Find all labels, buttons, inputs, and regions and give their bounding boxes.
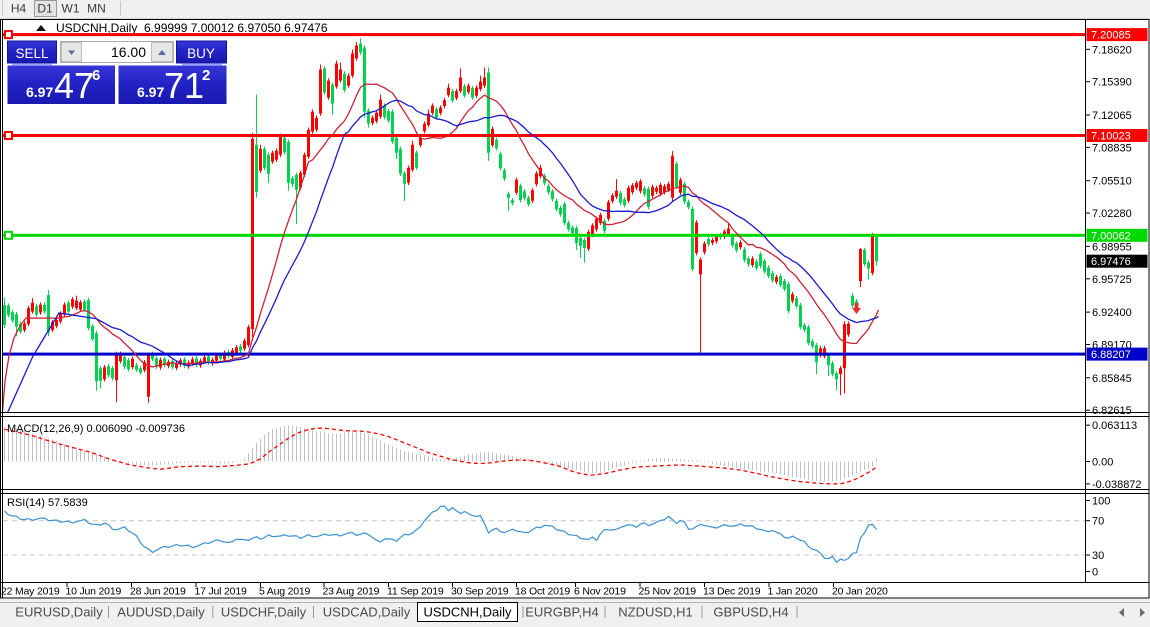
svg-text:6.98955: 6.98955 bbox=[1092, 241, 1132, 253]
svg-text:6.88207: 6.88207 bbox=[1091, 349, 1131, 361]
svg-text:7.00062: 7.00062 bbox=[1091, 230, 1131, 242]
svg-text:SELL: SELL bbox=[15, 46, 49, 61]
svg-text:USDCNH,Daily: USDCNH,Daily bbox=[423, 605, 512, 620]
svg-text:USDCNH,Daily 6.99999 7.00012: USDCNH,Daily 6.99999 7.00012 6.97050 6.9… bbox=[56, 21, 328, 35]
svg-text:0: 0 bbox=[1092, 567, 1098, 579]
svg-text:BUY: BUY bbox=[187, 46, 215, 61]
svg-text:EURUSD,Daily: EURUSD,Daily bbox=[15, 605, 103, 620]
svg-text:6: 6 bbox=[92, 67, 100, 84]
svg-text:47: 47 bbox=[54, 65, 94, 106]
svg-text:6.82615: 6.82615 bbox=[1092, 405, 1132, 417]
svg-text:7.08835: 7.08835 bbox=[1092, 142, 1132, 154]
svg-text:H4: H4 bbox=[11, 2, 27, 16]
svg-text:7.10023: 7.10023 bbox=[1091, 131, 1131, 143]
svg-text:23 Aug 2019: 23 Aug 2019 bbox=[323, 586, 380, 598]
svg-text:AUDUSD,Daily: AUDUSD,Daily bbox=[117, 605, 205, 620]
svg-text:100: 100 bbox=[1092, 496, 1110, 508]
svg-text:1 Jan 2020: 1 Jan 2020 bbox=[768, 586, 818, 598]
svg-text:20 Jan 2020: 20 Jan 2020 bbox=[832, 586, 888, 598]
svg-text:17 Jul 2019: 17 Jul 2019 bbox=[195, 586, 247, 598]
svg-text:-0.038872: -0.038872 bbox=[1092, 479, 1142, 491]
svg-text:NZDUSD,H1: NZDUSD,H1 bbox=[618, 605, 692, 620]
svg-text:0.00: 0.00 bbox=[1092, 457, 1113, 469]
svg-text:7.20085: 7.20085 bbox=[1091, 30, 1131, 42]
svg-text:6.97: 6.97 bbox=[26, 84, 53, 100]
svg-text:USDCAD,Daily: USDCAD,Daily bbox=[323, 605, 411, 620]
svg-text:6.97: 6.97 bbox=[137, 84, 164, 100]
svg-text:25 Nov 2019: 25 Nov 2019 bbox=[639, 586, 697, 598]
svg-text:7.12065: 7.12065 bbox=[1092, 110, 1132, 122]
svg-text:30: 30 bbox=[1092, 550, 1104, 562]
svg-text:MACD(12,26,9) 0.006090 -0.0097: MACD(12,26,9) 0.006090 -0.009736 bbox=[7, 423, 185, 435]
svg-text:6.95725: 6.95725 bbox=[1092, 274, 1132, 286]
svg-text:USDCHF,Daily: USDCHF,Daily bbox=[221, 605, 307, 620]
svg-text:13 Dec 2019: 13 Dec 2019 bbox=[703, 586, 761, 598]
svg-text:22 May 2019: 22 May 2019 bbox=[1, 586, 60, 598]
svg-text:6.92400: 6.92400 bbox=[1092, 307, 1132, 319]
svg-text:18 Oct 2019: 18 Oct 2019 bbox=[515, 586, 570, 598]
svg-text:EURGBP,H4: EURGBP,H4 bbox=[525, 605, 598, 620]
svg-text:10 Jun 2019: 10 Jun 2019 bbox=[66, 586, 122, 598]
svg-text:D1: D1 bbox=[37, 2, 53, 16]
svg-text:71: 71 bbox=[164, 65, 204, 106]
svg-text:6.97476: 6.97476 bbox=[1091, 256, 1131, 268]
svg-text:70: 70 bbox=[1092, 516, 1104, 528]
svg-text:6.85845: 6.85845 bbox=[1092, 373, 1132, 385]
svg-text:28 Jun 2019: 28 Jun 2019 bbox=[130, 586, 186, 598]
svg-text:6 Nov 2019: 6 Nov 2019 bbox=[574, 586, 626, 598]
svg-text:W1: W1 bbox=[62, 2, 80, 16]
svg-text:30 Sep 2019: 30 Sep 2019 bbox=[451, 586, 509, 598]
svg-text:5 Aug 2019: 5 Aug 2019 bbox=[259, 586, 310, 598]
svg-text:MN: MN bbox=[87, 2, 106, 16]
svg-text:RSI(14) 57.5839: RSI(14) 57.5839 bbox=[7, 497, 88, 509]
svg-text:2: 2 bbox=[202, 67, 210, 84]
svg-text:7.15390: 7.15390 bbox=[1092, 77, 1132, 89]
svg-text:7.18620: 7.18620 bbox=[1092, 44, 1132, 56]
svg-text:GBPUSD,H4: GBPUSD,H4 bbox=[713, 605, 788, 620]
svg-text:11 Sep 2019: 11 Sep 2019 bbox=[387, 586, 444, 598]
svg-text:7.02280: 7.02280 bbox=[1092, 208, 1132, 220]
svg-text:0.063113: 0.063113 bbox=[1092, 420, 1137, 432]
svg-text:16.00: 16.00 bbox=[111, 44, 146, 60]
svg-text:7.05510: 7.05510 bbox=[1092, 176, 1132, 188]
